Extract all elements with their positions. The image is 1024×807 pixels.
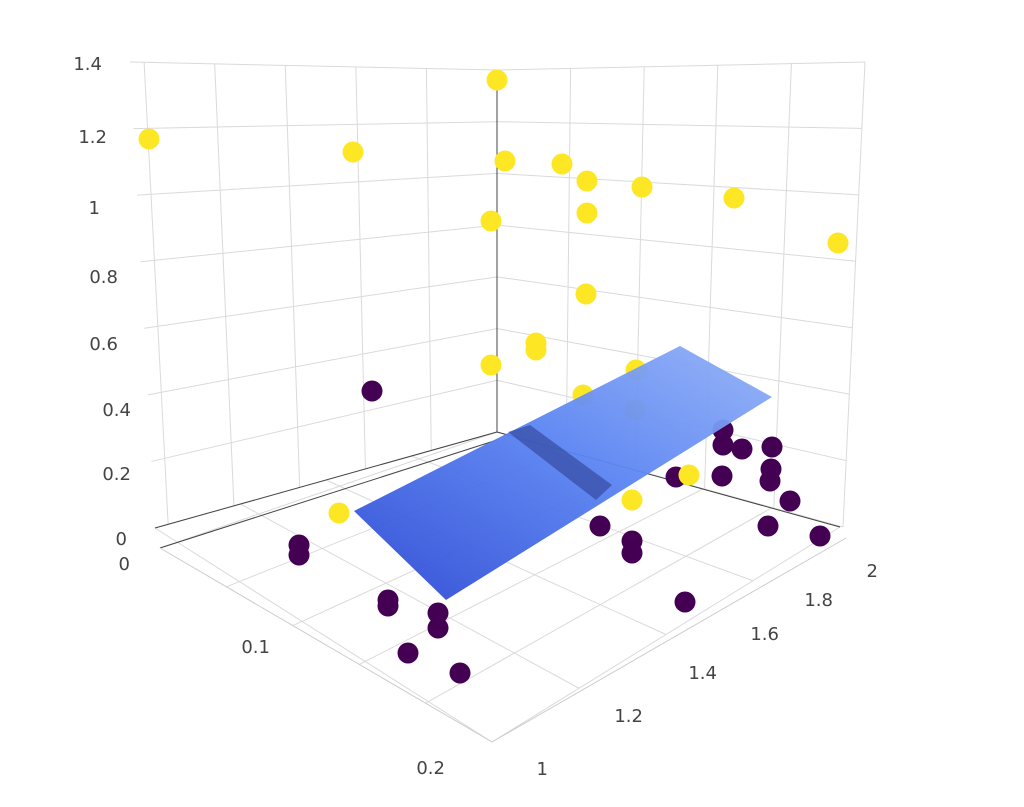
class-0-point[interactable] bbox=[288, 544, 310, 566]
vertical-gridline-left bbox=[284, 65, 301, 488]
class-1-point[interactable] bbox=[576, 170, 598, 192]
left-floor-edge bbox=[154, 431, 498, 529]
z-tick-label: 0 bbox=[116, 529, 127, 550]
z-gridline-left bbox=[129, 61, 498, 71]
z-gridline-left bbox=[137, 172, 498, 196]
class-0-point[interactable] bbox=[621, 542, 643, 564]
class-1-point[interactable] bbox=[576, 202, 598, 224]
class-1-point[interactable] bbox=[827, 232, 849, 254]
class-1-point[interactable] bbox=[551, 153, 573, 175]
class-1-point[interactable] bbox=[575, 283, 597, 305]
x-tick-label: 0.2 bbox=[416, 758, 445, 779]
floor-gridline bbox=[491, 526, 841, 743]
y-tick-label: 1 bbox=[537, 759, 548, 780]
z-gridline-right bbox=[496, 61, 866, 71]
class-0-point[interactable] bbox=[761, 436, 783, 458]
class-1-point[interactable] bbox=[342, 141, 364, 163]
class-0-point[interactable] bbox=[712, 434, 734, 456]
class-0-point[interactable] bbox=[711, 465, 733, 487]
front-right-edge bbox=[491, 537, 847, 743]
vertical-gridline-left bbox=[425, 68, 432, 451]
vertical-gridline-left bbox=[214, 63, 235, 506]
z-gridline-right bbox=[496, 172, 859, 196]
floor-gridline bbox=[240, 503, 580, 689]
class-0-point[interactable] bbox=[757, 515, 779, 537]
vertical-gridline-right bbox=[773, 63, 792, 509]
class-0-point[interactable] bbox=[809, 525, 831, 547]
z-tick-label: 1.4 bbox=[73, 54, 102, 75]
class-1-point[interactable] bbox=[138, 128, 160, 150]
y-tick-label: 1.8 bbox=[804, 590, 833, 611]
x-axis-line bbox=[159, 439, 498, 549]
decision-plane bbox=[354, 346, 772, 600]
vertical-gridline-right bbox=[565, 68, 572, 452]
class-1-point[interactable] bbox=[631, 176, 653, 198]
class-1-point[interactable] bbox=[480, 210, 502, 232]
class-1-point[interactable] bbox=[486, 69, 508, 91]
z-gridline-right bbox=[496, 276, 853, 329]
vertical-gridline-left bbox=[355, 66, 366, 469]
plane-shadow bbox=[508, 425, 612, 500]
class-0-point[interactable] bbox=[361, 380, 383, 402]
class-0-point[interactable] bbox=[377, 595, 399, 617]
z-tick-label: 1.2 bbox=[78, 127, 107, 148]
z-gridline-left bbox=[140, 224, 498, 263]
class-0-point[interactable] bbox=[731, 438, 753, 460]
class-0-point[interactable] bbox=[449, 662, 471, 684]
class-0-point[interactable] bbox=[427, 602, 449, 624]
class-1-point[interactable] bbox=[723, 187, 745, 209]
z-tick-label: 0.8 bbox=[89, 267, 118, 288]
class-0-point[interactable] bbox=[674, 591, 696, 613]
floor-gridline bbox=[358, 488, 704, 665]
z-tick-label: 0.6 bbox=[89, 334, 118, 355]
vertical-gridline-right bbox=[842, 61, 866, 528]
class-0-point[interactable] bbox=[779, 490, 801, 512]
z-tick-label: 0.2 bbox=[102, 464, 131, 485]
class-1-point[interactable] bbox=[525, 339, 547, 361]
front-left-edge bbox=[159, 547, 493, 743]
class-0-point[interactable] bbox=[759, 470, 781, 492]
z-gridline-left bbox=[151, 379, 498, 462]
y-tick-label: 1.4 bbox=[688, 663, 717, 684]
floor-gridline bbox=[154, 527, 493, 743]
tick-labels: 0 0.2 0.4 0.6 0.8 1 1.2 1.4 0 0.1 0.2 1 1.2 1.4 1.6 1.8… bbox=[73, 54, 878, 780]
z-gridline-right bbox=[496, 224, 856, 262]
z-tick-label: 0.4 bbox=[102, 400, 131, 421]
y-tick-label: 1.6 bbox=[750, 624, 779, 645]
class-1-point[interactable] bbox=[328, 502, 350, 524]
points-in-front-of-plane bbox=[288, 464, 831, 684]
class-1-point[interactable] bbox=[678, 464, 700, 486]
y-tick-label: 2 bbox=[867, 561, 878, 582]
class-1-point[interactable] bbox=[480, 354, 502, 376]
z-tick-label: 1 bbox=[89, 198, 100, 219]
z-gridline-left bbox=[147, 328, 498, 396]
z-gridline-left bbox=[133, 121, 498, 130]
z-gridline-left bbox=[144, 276, 498, 329]
class-0-point[interactable] bbox=[589, 515, 611, 537]
x-tick-label: 0.1 bbox=[241, 637, 270, 658]
class-0-point[interactable] bbox=[427, 617, 449, 639]
x-tick-label: 0 bbox=[119, 554, 130, 575]
y-tick-label: 1.2 bbox=[614, 706, 643, 727]
class-0-point[interactable] bbox=[397, 642, 419, 664]
floor-gridline bbox=[159, 431, 498, 549]
floor-gridline bbox=[425, 507, 772, 704]
z-gridline-right bbox=[496, 121, 862, 129]
grid-lines bbox=[129, 61, 866, 743]
class-1-point[interactable] bbox=[494, 150, 516, 172]
class-1-point[interactable] bbox=[621, 489, 643, 511]
